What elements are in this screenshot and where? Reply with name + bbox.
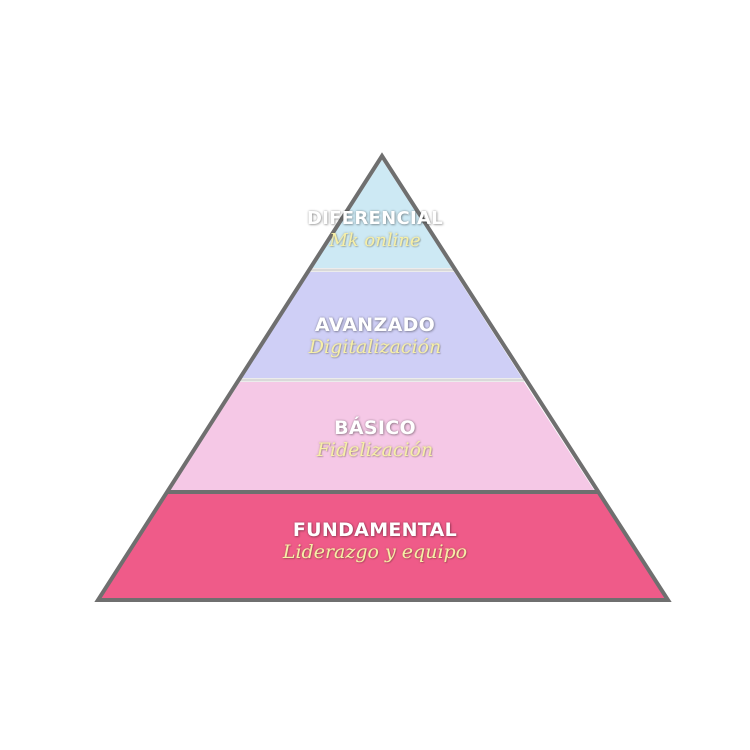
- tier-fundamental-title: FUNDAMENTAL: [292, 519, 458, 541]
- tier-avanzado-shape: [242, 272, 522, 378]
- tier-fundamental-shape: [100, 494, 666, 598]
- tier-basico-label: BÁSICO Fidelización: [0, 417, 750, 461]
- tier-fundamental-label: FUNDAMENTAL Liderazgo y equipo: [0, 519, 750, 563]
- tier-basico-subtitle: Fidelización: [316, 439, 434, 461]
- tier-fundamental-subtitle: Liderazgo y equipo: [282, 541, 468, 563]
- pyramid-outline: [94, 152, 672, 602]
- tier-diferencial-title: DIFERENCIAL: [306, 208, 444, 229]
- tier-diferencial-label: DIFERENCIAL Mk online: [0, 208, 750, 252]
- tier-avanzado-title: AVANZADO: [314, 314, 436, 336]
- tier-avanzado-subtitle: Digitalización: [308, 336, 442, 358]
- tier-avanzado-label: AVANZADO Digitalización: [0, 314, 750, 358]
- tier-diferencial-subtitle: Mk online: [329, 230, 421, 251]
- tier-diferencial-shape: [312, 160, 452, 268]
- tier-basico-shape: [170, 382, 594, 490]
- tier-basico-title: BÁSICO: [334, 417, 416, 439]
